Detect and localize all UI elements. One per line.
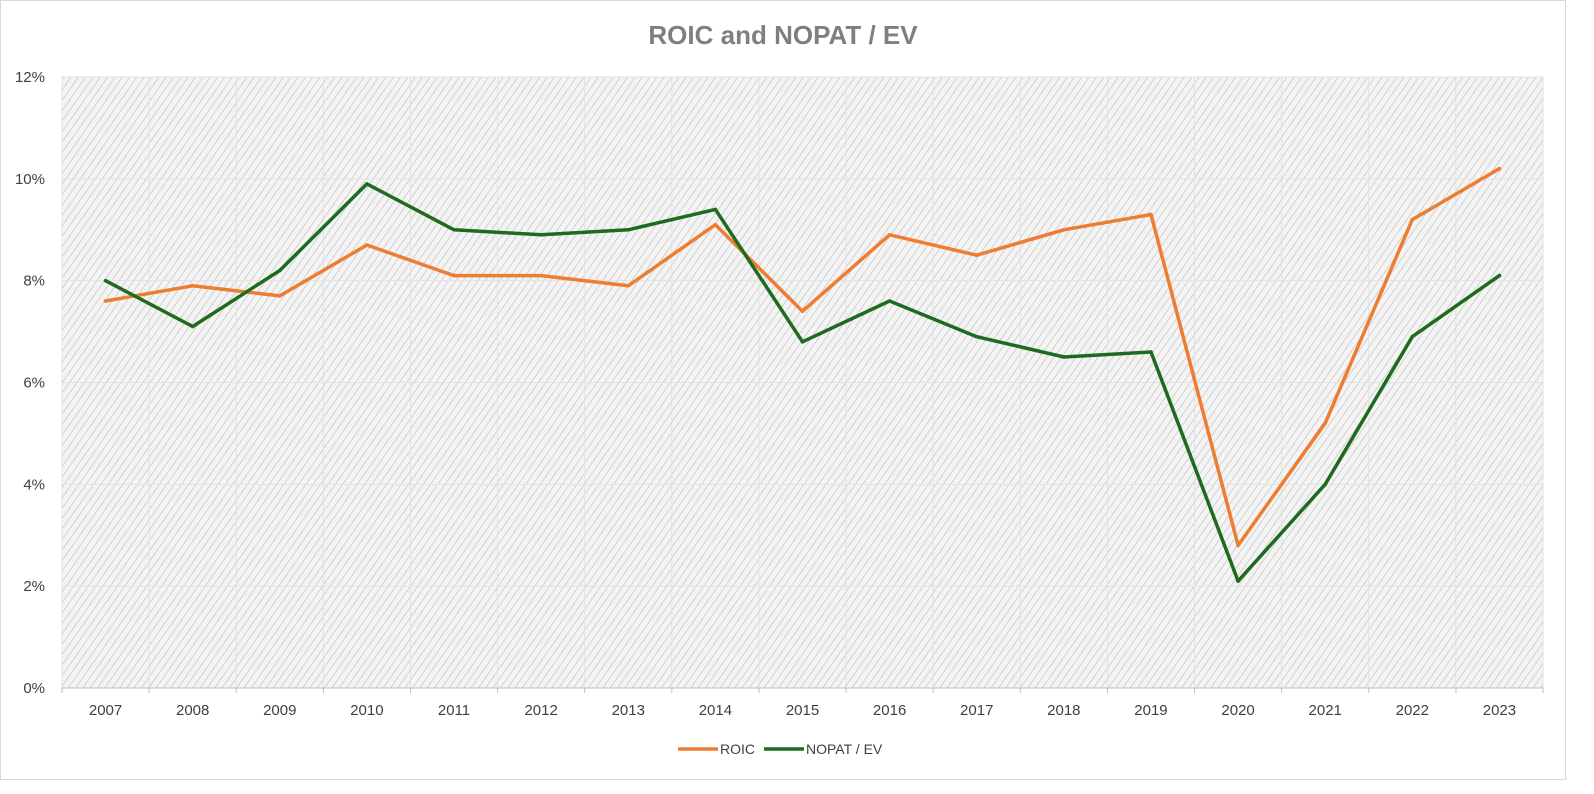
data-point-nopat-ev xyxy=(1236,579,1240,583)
x-tick-label: 2018 xyxy=(1047,702,1080,719)
data-point-nopat-ev xyxy=(1323,482,1328,487)
y-tick-label: 6% xyxy=(23,375,45,392)
x-tick-label: 2013 xyxy=(612,702,645,719)
data-point-roic xyxy=(1497,166,1502,171)
x-tick-label: 2023 xyxy=(1483,702,1516,719)
x-tick-label: 2012 xyxy=(524,702,557,719)
data-point-nopat-ev xyxy=(365,182,369,186)
y-tick-label: 10% xyxy=(15,171,45,188)
x-tick-label: 2021 xyxy=(1309,702,1342,719)
y-tick-label: 2% xyxy=(23,578,45,595)
data-point-roic xyxy=(277,294,282,298)
data-point-roic xyxy=(974,253,979,258)
data-point-nopat-ev xyxy=(626,227,631,232)
data-point-nopat-ev xyxy=(452,227,456,232)
x-tick-label: 2015 xyxy=(786,702,819,719)
data-point-nopat-ev xyxy=(539,233,543,237)
data-point-nopat-ev xyxy=(103,278,108,283)
data-point-roic xyxy=(1062,227,1066,232)
x-tick-label: 2010 xyxy=(350,702,383,719)
chart-title: ROIC and NOPAT / EV xyxy=(648,20,918,50)
data-point-roic xyxy=(800,309,805,314)
data-point-nopat-ev xyxy=(800,339,805,344)
x-tick-label: 2009 xyxy=(263,702,296,719)
y-tick-label: 8% xyxy=(23,273,45,290)
data-point-nopat-ev xyxy=(190,324,195,329)
data-point-roic xyxy=(365,243,369,247)
legend-label-nopat-ev: NOPAT / EV xyxy=(806,741,883,757)
data-point-roic xyxy=(1236,543,1240,548)
data-point-nopat-ev xyxy=(1062,355,1066,359)
x-tick-label: 2020 xyxy=(1221,702,1254,719)
legend-label-roic: ROIC xyxy=(720,741,755,757)
y-tick-label: 0% xyxy=(23,680,45,697)
x-tick-label: 2022 xyxy=(1396,702,1429,719)
y-tick-label: 12% xyxy=(15,69,45,86)
data-point-roic xyxy=(103,299,108,303)
data-point-roic xyxy=(452,273,456,278)
data-point-roic xyxy=(713,222,718,227)
data-point-roic xyxy=(539,273,543,278)
data-point-nopat-ev xyxy=(1497,273,1502,278)
x-tick-label: 2007 xyxy=(89,702,122,719)
data-point-roic xyxy=(887,233,892,237)
x-tick-label: 2016 xyxy=(873,702,906,719)
x-tick-label: 2008 xyxy=(176,702,209,719)
x-tick-label: 2019 xyxy=(1134,702,1167,719)
data-point-nopat-ev xyxy=(887,299,892,303)
data-point-nopat-ev xyxy=(1410,334,1415,339)
data-point-roic xyxy=(1410,217,1415,222)
data-point-roic xyxy=(626,283,631,288)
data-point-nopat-ev xyxy=(277,268,282,273)
data-point-roic xyxy=(1149,212,1153,217)
data-point-nopat-ev xyxy=(974,334,979,339)
axis-layer: 0% 2% 4% 6% 8% 10% 12% 2007 2008 2009 2010 2011 2012… xyxy=(15,69,1544,719)
data-point-roic xyxy=(190,283,195,288)
x-tick-label: 2014 xyxy=(699,702,732,719)
data-point-nopat-ev xyxy=(1149,350,1153,354)
data-point-roic xyxy=(1323,421,1328,426)
y-tick-label: 4% xyxy=(23,476,45,493)
x-tick-label: 2017 xyxy=(960,702,993,719)
legend: ROIC NOPAT / EV xyxy=(678,741,883,757)
data-point-nopat-ev xyxy=(713,207,718,212)
series-layer xyxy=(103,166,1502,583)
x-tick-label: 2011 xyxy=(438,702,470,719)
